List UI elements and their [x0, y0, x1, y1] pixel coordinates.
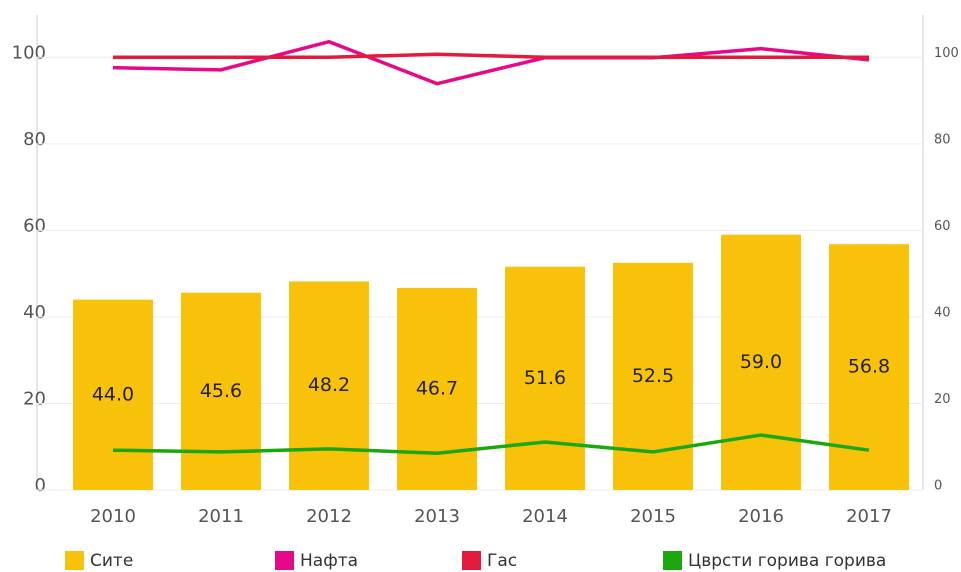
- bar: [721, 234, 801, 490]
- y2-tick-label: 20: [934, 392, 951, 407]
- y-tick-label: 80: [23, 129, 46, 150]
- y2-tick-label: 40: [934, 305, 951, 320]
- bar: [73, 299, 153, 490]
- x-tick-label: 2015: [630, 506, 676, 527]
- bar-value-label: 52.5: [632, 365, 674, 387]
- y2-tick-label: 60: [934, 219, 951, 234]
- x-tick-label: 2013: [414, 506, 460, 527]
- y-tick-label: 0: [35, 475, 46, 496]
- legend-swatch: [65, 551, 84, 570]
- bar: [289, 281, 369, 490]
- legend-swatch: [275, 551, 294, 570]
- y-tick-label: 60: [23, 215, 46, 236]
- y2-tick-label: 0: [934, 479, 942, 494]
- y-tick-label: 20: [23, 388, 46, 409]
- legend-label: Гас: [487, 551, 517, 571]
- legend-label: Нафта: [300, 551, 358, 571]
- bar: [397, 287, 477, 490]
- legend-swatch: [462, 551, 481, 570]
- legend-label: Сите: [90, 551, 133, 571]
- bar-value-label: 51.6: [524, 367, 566, 389]
- line-series: [112, 433, 870, 455]
- line-series: [112, 39, 870, 86]
- bar-value-label: 56.8: [848, 356, 890, 378]
- x-tick-label: 2017: [846, 506, 892, 527]
- x-tick-label: 2016: [738, 506, 784, 527]
- bar-value-label: 46.7: [416, 377, 458, 399]
- bar-value-label: 59.0: [740, 351, 782, 373]
- y2-tick-label: 100: [934, 46, 959, 61]
- bar-value-label: 48.2: [308, 374, 350, 396]
- legend-label: Цврсти горива горива: [688, 551, 886, 571]
- bar: [505, 266, 585, 490]
- legend-swatch: [663, 551, 682, 570]
- y2-tick-label: 80: [934, 132, 951, 147]
- bar-value-label: 45.6: [200, 380, 242, 402]
- x-tick-label: 2014: [522, 506, 568, 527]
- x-tick-label: 2010: [90, 506, 136, 527]
- bar: [181, 292, 261, 490]
- x-tick-label: 2012: [306, 506, 352, 527]
- x-tick-label: 2011: [198, 506, 244, 527]
- y-tick-label: 100: [12, 42, 46, 63]
- bar-value-label: 44.0: [92, 383, 134, 405]
- line-series: [113, 52, 869, 60]
- y-tick-label: 40: [23, 302, 46, 323]
